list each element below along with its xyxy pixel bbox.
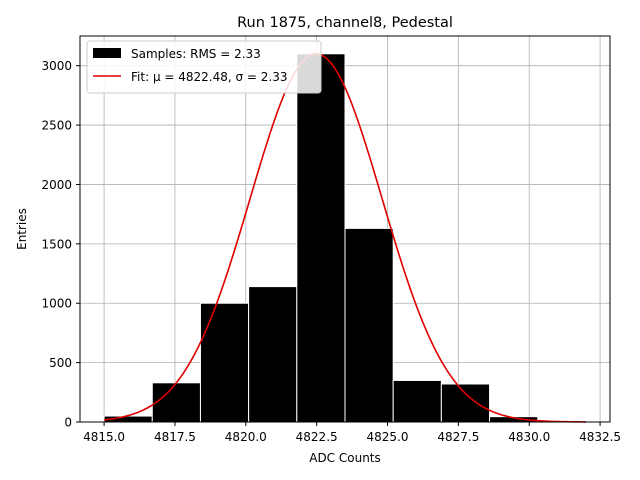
x-tick-label: 4830.0 [508, 430, 550, 444]
fit-layer [104, 53, 586, 423]
x-tick-label: 4832.5 [579, 430, 621, 444]
legend-fit-prefix: Fit: [131, 70, 153, 84]
x-tick-label: 4825.0 [367, 430, 409, 444]
y-ticks: 0 500 1000 1500 2000 2500 3000 [41, 59, 80, 430]
legend-fit-label: Fit: μ = 4822.48, σ = 2.33 [131, 70, 288, 84]
plot-frame [79, 35, 611, 423]
y-tick-label: 500 [49, 356, 72, 370]
x-tick-label: 4815.0 [83, 430, 125, 444]
histogram-bar [296, 53, 346, 423]
histogram-bar [248, 286, 298, 423]
x-tick-label: 4817.5 [154, 430, 196, 444]
legend: Samples: RMS = 2.33 Fit: μ = 4822.48, σ … [86, 40, 322, 94]
legend-samples-label: Samples: RMS = 2.33 [131, 47, 261, 61]
chart-title: Run 1875, channel8, Pedestal [237, 15, 453, 31]
y-tick-label: 0 [64, 416, 72, 430]
legend-box [86, 40, 322, 94]
x-axis-label: ADC Counts [309, 451, 381, 465]
legend-fit-formula: μ = 4822.48, σ = 2.33 [153, 70, 288, 84]
fit-curve [104, 53, 586, 423]
x-tick-label: 4820.0 [225, 430, 267, 444]
histogram-bars [103, 53, 539, 423]
y-tick-label: 3000 [41, 59, 72, 73]
y-tick-label: 1500 [41, 237, 72, 251]
legend-samples-swatch [93, 48, 121, 58]
y-tick-label: 2000 [41, 178, 72, 192]
y-tick-label: 2500 [41, 119, 72, 133]
histogram-bar [440, 383, 491, 423]
histogram-bar [151, 382, 201, 423]
y-axis-label: Entries [15, 208, 29, 250]
y-tick-label: 1000 [41, 297, 72, 311]
x-tick-label: 4822.5 [296, 430, 338, 444]
x-ticks: 4815.0 4817.5 4820.0 4822.5 4825.0 4827.5 4830… [83, 422, 621, 444]
histogram-bar [199, 302, 250, 423]
histogram-bar [344, 227, 394, 423]
histogram-bar [392, 379, 442, 423]
x-tick-label: 4827.5 [437, 430, 479, 444]
